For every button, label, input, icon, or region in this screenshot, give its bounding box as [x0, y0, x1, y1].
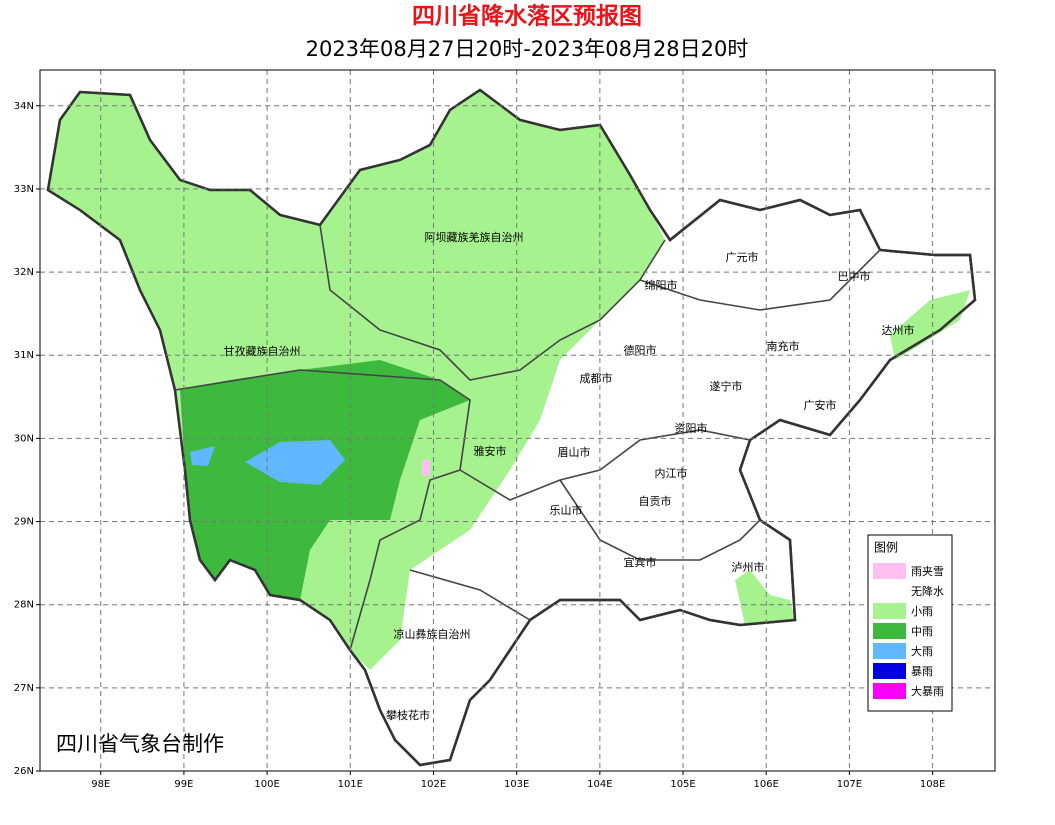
y-tick-label: 29N	[14, 517, 34, 528]
legend-swatch	[873, 563, 906, 579]
prefecture-border	[174, 369, 471, 651]
legend-label: 暴雨	[911, 665, 933, 678]
y-tick-label: 33N	[14, 184, 34, 195]
region-label: 攀枝花市	[386, 708, 430, 722]
prefecture-border	[319, 224, 666, 381]
prefecture-border	[639, 249, 881, 311]
y-tick-label: 31N	[14, 350, 34, 361]
region-label: 资阳市	[675, 421, 708, 435]
prefecture-border	[559, 479, 761, 561]
map-area	[40, 70, 995, 771]
region-label: 达州市	[882, 323, 915, 337]
sleet-area	[422, 460, 430, 476]
region-label: 德阳市	[624, 343, 657, 357]
legend-label: 雨夹雪	[911, 565, 944, 578]
region-label: 宜宾市	[624, 555, 657, 569]
x-tick-label: 98E	[91, 779, 110, 790]
city-labels: 阿坝藏族羌族自治州 甘孜藏族自治州 广元市 巴中市 绵阳市 达州市 德阳市 南充…	[224, 230, 915, 722]
legend-label: 大暴雨	[911, 684, 944, 698]
y-tick-label: 30N	[14, 433, 34, 444]
legend-label: 大雨	[911, 644, 933, 658]
region-label: 甘孜藏族自治州	[224, 344, 301, 358]
x-tick-label: 104E	[587, 779, 612, 790]
x-tick-label: 107E	[837, 779, 862, 790]
region-label: 广安市	[804, 398, 837, 412]
y-tick-label: 34N	[14, 101, 34, 112]
region-label: 乐山市	[550, 503, 583, 517]
region-label: 凉山彝族自治州	[394, 627, 471, 641]
map-frame	[39, 69, 996, 772]
y-tick-label: 27N	[14, 683, 34, 694]
legend-swatch	[873, 663, 906, 679]
legend-label: 无降水	[911, 584, 944, 598]
region-label: 南充市	[767, 339, 800, 353]
region-label: 自贡市	[639, 494, 672, 508]
x-tick-label: 102E	[421, 779, 446, 790]
region-label: 眉山市	[558, 445, 591, 459]
legend-swatch	[873, 683, 906, 699]
heavy-rain-area	[190, 446, 215, 466]
heavy-rain-area	[245, 440, 345, 485]
x-tick-label: 103E	[504, 779, 529, 790]
region-label: 泸州市	[732, 560, 765, 574]
region-label: 广元市	[726, 250, 759, 264]
x-tick-label: 105E	[670, 779, 695, 790]
legend-swatch	[873, 623, 906, 639]
x-tick-label: 100E	[254, 779, 279, 790]
region-label: 阿坝藏族羌族自治州	[425, 230, 524, 244]
footer: 四川省气象台制作	[56, 732, 224, 756]
legend-label: 中雨	[911, 625, 933, 638]
region-label: 雅安市	[474, 444, 507, 458]
region-label: 内江市	[655, 466, 688, 480]
y-tick-label: 32N	[14, 267, 34, 278]
region-label: 遂宁市	[710, 379, 743, 393]
light-rain-area	[735, 570, 795, 625]
region-label: 绵阳市	[645, 278, 678, 292]
region-label: 巴中市	[838, 269, 871, 283]
province-border	[46, 88, 977, 767]
light-rain-area	[890, 290, 970, 360]
x-tick-label: 99E	[174, 779, 193, 790]
x-tick-label: 108E	[920, 779, 945, 790]
legend-swatch	[873, 603, 906, 619]
region-label: 成都市	[580, 371, 613, 385]
subtitle: 2023年08月27日20时-2023年08月28日20时	[306, 37, 749, 61]
y-tick-label: 26N	[14, 766, 34, 777]
title: 四川省降水落区预报图	[412, 4, 642, 30]
y-tick-label: 28N	[14, 600, 34, 611]
x-tick-label: 106E	[754, 779, 779, 790]
legend-swatch	[873, 583, 906, 599]
legend-label: 小雨	[911, 605, 933, 618]
legend-swatch	[873, 643, 906, 659]
x-tick-label: 101E	[338, 779, 363, 790]
legend-title: 图例	[874, 541, 898, 555]
